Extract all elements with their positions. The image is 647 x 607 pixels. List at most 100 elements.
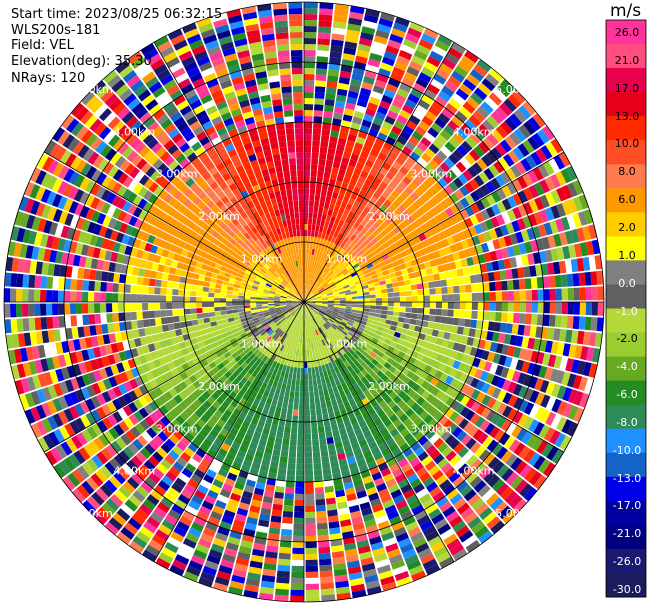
ppi-gate	[500, 366, 510, 379]
ppi-gate	[319, 558, 332, 566]
ppi-gate	[371, 274, 378, 280]
ppi-gate	[201, 297, 209, 302]
ppi-gate	[131, 512, 146, 526]
ppi-gate	[148, 302, 155, 311]
ppi-gate	[305, 499, 315, 506]
ppi-gate	[218, 270, 226, 276]
ppi-gate	[326, 328, 333, 335]
ppi-gate	[364, 259, 372, 266]
ppi-gate	[353, 110, 364, 119]
ppi-gate	[23, 181, 35, 197]
ppi-gate	[258, 315, 265, 320]
ppi-gate	[299, 337, 303, 344]
ppi-gate	[567, 373, 577, 388]
ppi-gate	[10, 364, 20, 380]
ppi-gate	[305, 463, 313, 470]
ppi-gate	[328, 142, 337, 150]
ppi-gate	[58, 165, 70, 180]
ppi-gate	[315, 504, 326, 512]
ppi-gate	[473, 480, 487, 493]
ppi-gate	[309, 391, 314, 398]
ppi-gate	[110, 494, 124, 508]
ppi-gate	[445, 103, 458, 115]
ppi-gate	[398, 286, 406, 292]
ppi-gate	[327, 234, 333, 242]
ppi-gate	[464, 182, 475, 194]
ppi-gate	[365, 108, 376, 117]
ppi-gate	[343, 444, 353, 453]
ppi-gate	[323, 338, 328, 345]
ppi-gate	[407, 437, 418, 447]
ppi-gate	[274, 334, 280, 341]
ppi-gate	[69, 420, 81, 434]
ppi-gate	[129, 540, 144, 554]
ppi-gate	[509, 233, 519, 245]
ppi-gate	[518, 243, 527, 255]
ppi-gate	[305, 511, 316, 518]
ppi-gate	[305, 595, 320, 602]
ppi-gate	[433, 273, 441, 281]
ppi-gate	[363, 14, 379, 24]
ppi-gate	[403, 489, 415, 500]
ppi-gate	[247, 409, 256, 418]
ppi-gate	[144, 381, 154, 392]
ppi-gate	[521, 336, 530, 348]
ppi-gate	[251, 288, 258, 292]
ppi-gate	[475, 380, 485, 391]
ppi-gate	[385, 542, 399, 553]
ppi-gate	[519, 464, 533, 479]
ppi-gate	[250, 302, 257, 305]
ppi-gate	[143, 521, 157, 534]
ppi-gate	[236, 366, 244, 374]
ppi-gate	[211, 341, 219, 349]
ppi-gate	[334, 359, 340, 366]
ppi-gate	[304, 338, 307, 344]
ppi-gate	[477, 141, 490, 154]
ppi-gate	[323, 473, 333, 481]
ppi-gate	[263, 325, 270, 331]
ppi-gate	[122, 188, 133, 200]
ppi-gate	[368, 218, 376, 226]
ppi-gate	[268, 306, 275, 310]
ppi-gate	[279, 331, 285, 338]
ppi-gate	[337, 263, 344, 270]
ppi-gate	[217, 274, 224, 281]
ppi-gate	[505, 471, 519, 486]
ppi-gate	[294, 493, 304, 501]
ppi-gate	[202, 307, 209, 313]
ppi-gate	[262, 427, 270, 436]
ppi-gate	[430, 351, 439, 360]
ppi-gate	[286, 298, 293, 301]
ppi-gate	[315, 341, 319, 349]
ppi-gate	[257, 311, 264, 315]
ppi-gate	[336, 316, 343, 321]
ppi-gate	[392, 316, 399, 322]
ppi-gate	[578, 376, 588, 392]
ppi-gate	[43, 371, 53, 386]
ppi-gate	[414, 187, 424, 197]
ppi-gate	[399, 291, 406, 297]
ppi-gate	[104, 250, 113, 261]
ppi-gate	[208, 261, 217, 268]
ppi-gate	[463, 421, 474, 434]
ppi-gate	[258, 439, 267, 447]
ppi-gate	[556, 187, 567, 202]
ppi-gate	[355, 283, 362, 288]
ppi-gate	[338, 219, 345, 227]
ppi-gate	[164, 492, 177, 504]
ppi-gate	[450, 350, 459, 360]
ppi-gate	[104, 344, 113, 355]
ppi-gate	[52, 316, 60, 329]
ppi-gate	[449, 515, 463, 528]
ppi-gate	[340, 302, 347, 304]
ppi-gate	[274, 491, 284, 499]
ppi-gate	[359, 150, 369, 160]
ppi-gate	[390, 559, 406, 570]
ppi-gate	[365, 580, 381, 590]
ppi-gate	[460, 484, 473, 497]
ppi-gate	[155, 247, 164, 256]
ppi-gate	[257, 336, 264, 343]
ppi-gate	[252, 283, 260, 288]
ppi-gate	[288, 396, 294, 404]
ppi-gate	[220, 462, 231, 472]
